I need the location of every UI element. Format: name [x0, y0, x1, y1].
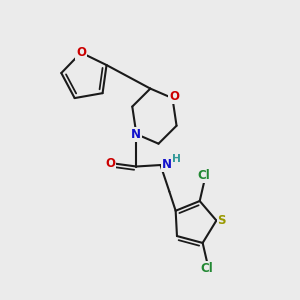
Text: S: S — [218, 214, 226, 227]
Text: H: H — [172, 154, 181, 164]
Text: N: N — [162, 158, 172, 171]
Text: O: O — [169, 90, 179, 103]
Text: N: N — [131, 128, 141, 141]
Text: O: O — [76, 46, 86, 59]
Text: Cl: Cl — [201, 262, 213, 275]
Text: O: O — [106, 157, 116, 170]
Text: Cl: Cl — [198, 169, 211, 182]
